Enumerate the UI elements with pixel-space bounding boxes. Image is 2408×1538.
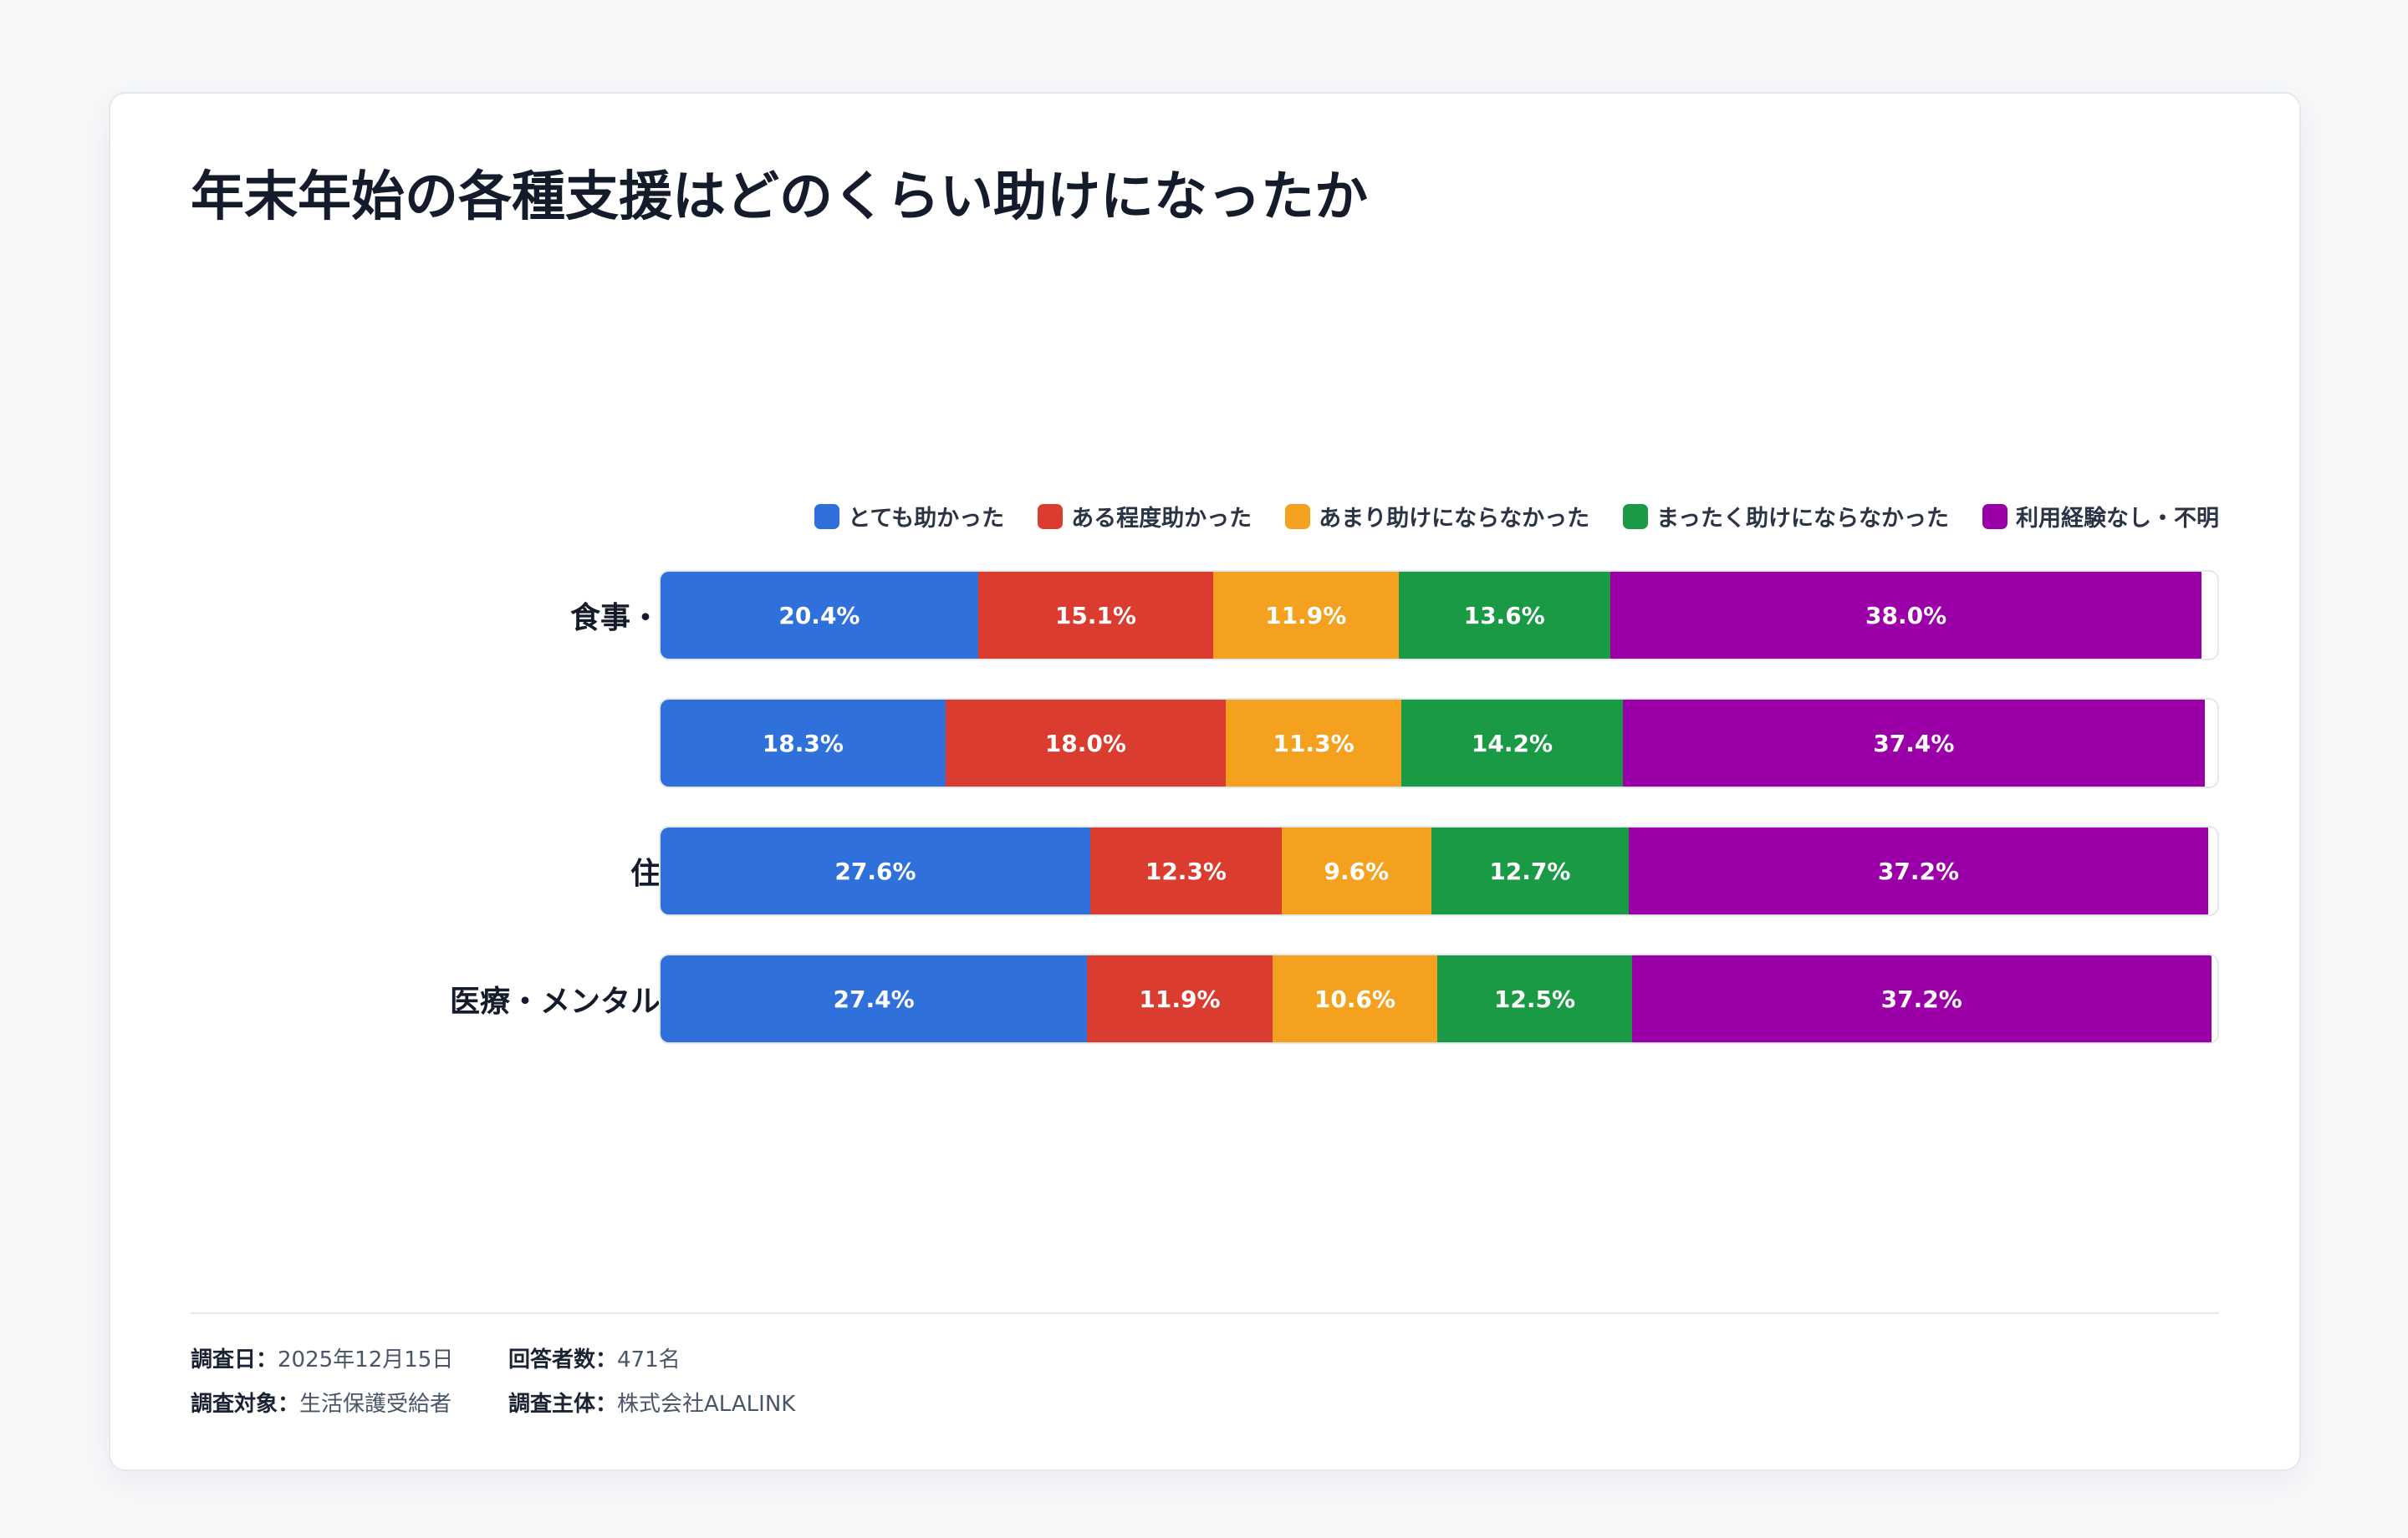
bar-row: 相談窓口18.3%18.0%11.3%14.2%37.4% [110, 698, 2299, 788]
chart-title: 年末年始の各種支援はどのくらい助けになったか [191, 166, 1368, 228]
stacked-bar: 18.3% 18.0% 11.3% 14.2% 37.4% [659, 698, 2219, 788]
survey-target-value: 生活保護受給者 [299, 1392, 452, 1417]
legend-swatch [1982, 503, 2008, 529]
data-label: 20.4% [778, 601, 860, 629]
legend-label: 利用経験なし・不明 [2016, 506, 2219, 532]
bar-segment: 13.6% [1398, 572, 1610, 659]
data-label: 11.9% [1265, 601, 1347, 629]
bar-segment: 18.3% [661, 700, 946, 787]
bar-segment: 37.2% [1629, 828, 2208, 914]
footer-divider [191, 1312, 2219, 1314]
bar-segment: 27.6% [661, 828, 1090, 914]
bar-segment: 37.4% [1622, 700, 2206, 787]
data-label: 13.6% [1463, 601, 1545, 629]
bar-segment: 15.1% [977, 572, 1213, 659]
bar-segment: 11.9% [1087, 955, 1273, 1042]
bar-segment: 11.3% [1225, 700, 1402, 787]
survey-date-label: 調査日： [191, 1347, 278, 1372]
respondent-count: 回答者数：471名 [508, 1342, 795, 1373]
survey-date-value: 2025年12月15日 [278, 1347, 454, 1372]
data-label: 11.9% [1139, 985, 1221, 1013]
bar-segment: 10.6% [1272, 955, 1438, 1042]
bar-segment: 9.6% [1281, 828, 1431, 914]
legend-swatch [1623, 503, 1649, 529]
bar-segment: 37.2% [1631, 955, 2212, 1042]
data-label: 12.7% [1489, 857, 1571, 885]
bar-segment: 20.4% [661, 572, 978, 659]
data-label: 18.0% [1044, 729, 1126, 757]
bar-segment: 12.3% [1089, 828, 1282, 914]
data-label: 38.0% [1865, 601, 1947, 629]
survey-target-label: 調査対象： [191, 1392, 300, 1417]
legend-item: あまり助けにならなかった [1285, 500, 1589, 532]
bar-segment: 38.0% [1610, 572, 2202, 659]
legend-item: ある程度助かった [1038, 500, 1252, 532]
chart-card: 年末年始の各種支援はどのくらい助けになったか とても助かった ある程度助かった あま… [109, 92, 2301, 1471]
bar-row: 食事・物資の支援20.4%15.1%11.9%13.6%38.0% [110, 570, 2299, 660]
respondent-count-value: 471名 [617, 1347, 681, 1372]
data-label: 11.3% [1273, 729, 1354, 757]
data-label: 18.3% [762, 729, 844, 757]
data-label: 10.6% [1314, 985, 1395, 1013]
data-label: 27.6% [834, 857, 916, 885]
survey-date: 調査日：2025年12月15日 [191, 1342, 508, 1373]
survey-metadata: 調査日：2025年12月15日 回答者数：471名 調査対象：生活保護受給者 調… [191, 1342, 795, 1418]
data-label: 9.6% [1324, 857, 1390, 885]
bar-segment: 18.0% [945, 700, 1226, 787]
stacked-bar: 27.4% 11.9% 10.6% 12.5% 37.2% [659, 954, 2219, 1044]
data-label: 15.1% [1054, 601, 1136, 629]
data-label: 12.5% [1493, 985, 1576, 1013]
survey-organizer: 調査主体：株式会社ALALINK [508, 1387, 795, 1418]
survey-organizer-label: 調査主体： [508, 1392, 618, 1417]
data-label: 12.3% [1145, 857, 1227, 885]
data-label: 37.4% [1873, 729, 1955, 757]
legend-label: まったく助けにならなかった [1656, 506, 1949, 532]
legend-label: ある程度助かった [1071, 506, 1252, 532]
legend-item: 利用経験なし・不明 [1982, 500, 2219, 532]
data-label: 27.4% [833, 985, 915, 1013]
bar-segment: 14.2% [1401, 700, 1623, 787]
bar-segment: 12.5% [1437, 955, 1632, 1042]
stacked-bar: 20.4% 15.1% 11.9% 13.6% 38.0% [659, 570, 2219, 660]
respondent-count-label: 回答者数： [508, 1347, 618, 1372]
survey-target: 調査対象：生活保護受給者 [191, 1387, 508, 1418]
bar-segment: 12.7% [1431, 828, 1630, 914]
bar-row: 住まいの支援27.6%12.3%9.6%12.7%37.2% [110, 826, 2299, 916]
legend-item: まったく助けにならなかった [1623, 500, 1949, 532]
data-label: 37.2% [1877, 857, 1960, 885]
bar-segment: 11.9% [1213, 572, 1399, 659]
bar-segment: 27.4% [661, 955, 1088, 1042]
data-label: 37.2% [1880, 985, 1962, 1013]
legend-swatch [1285, 503, 1311, 529]
bar-row: 医療・メンタルヘルス支援 27.4% 11.9% 10.6% 12.5% 37.2% [110, 954, 2299, 1044]
legend-item: とても助かった [814, 500, 1004, 532]
survey-organizer-value: 株式会社ALALINK [617, 1392, 796, 1417]
legend-swatch [814, 503, 840, 529]
data-label: 14.2% [1471, 729, 1553, 757]
chart-legend: とても助かった ある程度助かった あまり助けにならなかった まったく助けにならなかった… [814, 500, 2219, 532]
stacked-bar: 27.6% 12.3% 9.6% 12.7% 37.2% [659, 826, 2219, 916]
legend-swatch [1038, 503, 1064, 529]
legend-label: とても助かった [848, 506, 1005, 532]
legend-label: あまり助けにならなかった [1319, 506, 1590, 532]
